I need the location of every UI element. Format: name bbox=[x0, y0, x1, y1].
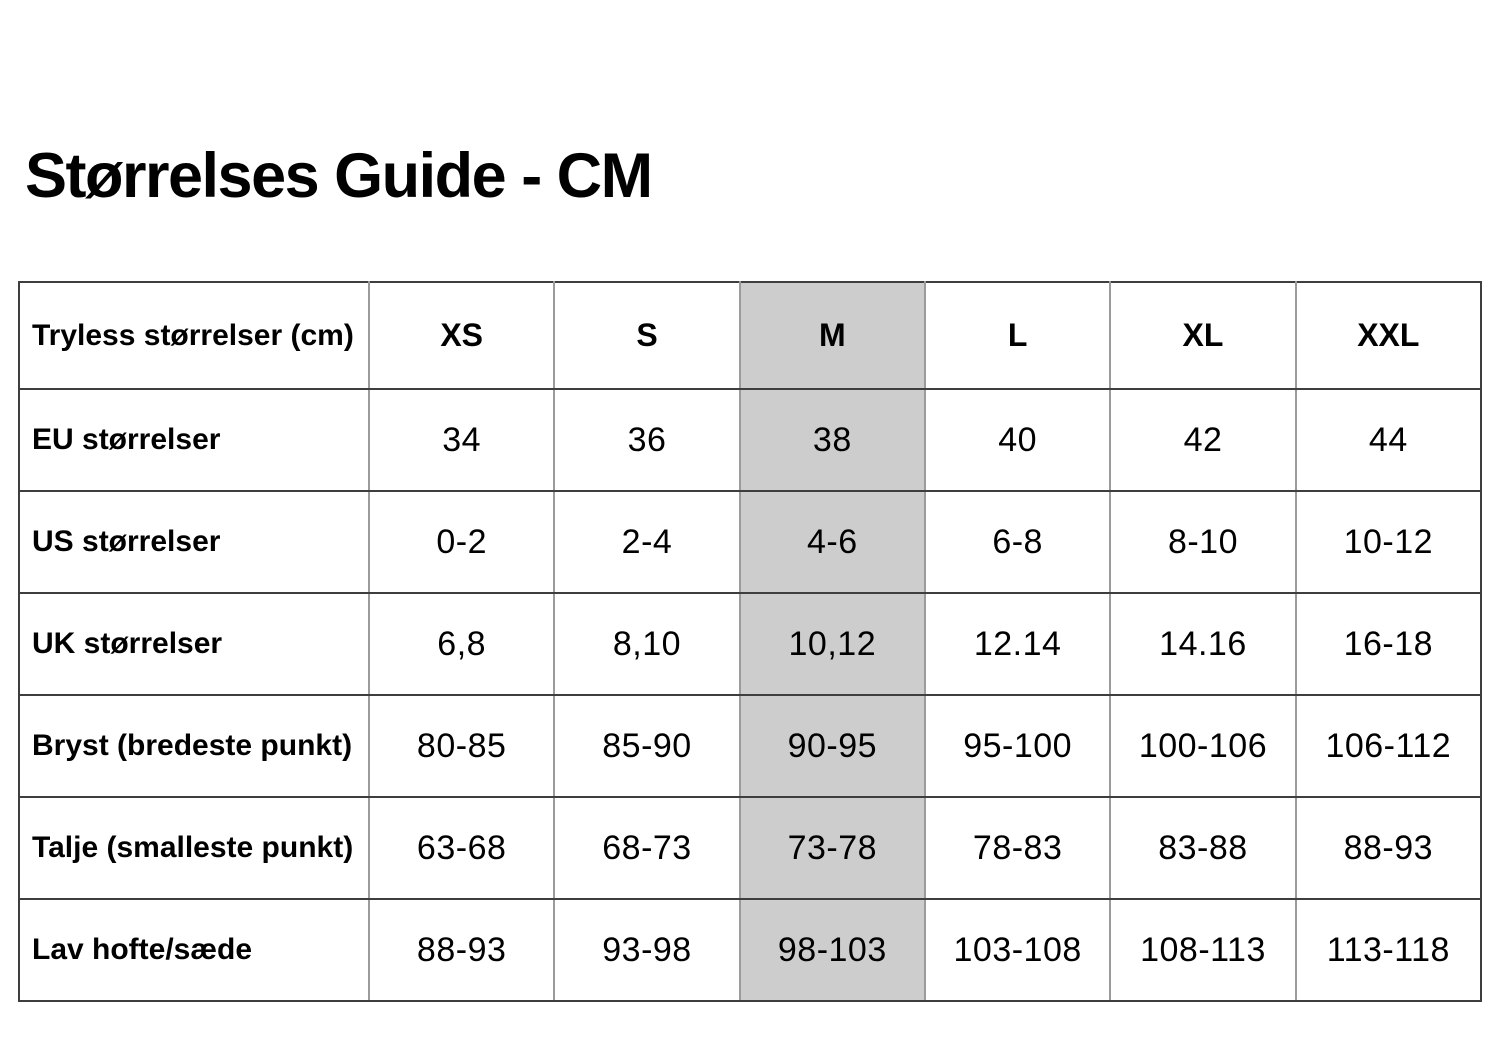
value-cell: 8-10 bbox=[1109, 490, 1297, 594]
value-cell: 98-103 bbox=[738, 898, 926, 1002]
header-row: Tryless størrelser (cm) XS S M L XL XXL bbox=[18, 281, 1483, 390]
table-body: EU størrelser 34 36 38 40 42 44 US størrelser 0-… bbox=[18, 388, 1483, 1002]
value-cell: 113-118 bbox=[1294, 898, 1483, 1002]
value-cell: 12.14 bbox=[923, 592, 1112, 696]
value-cell: 40 bbox=[923, 388, 1112, 492]
value-cell: 36 bbox=[553, 388, 741, 492]
header-corner-label: Tryless størrelser (cm) bbox=[18, 281, 370, 390]
table-row: Bryst (bredeste punkt) 80-85 85-90 90-95 95-… bbox=[18, 694, 1483, 798]
header-cell-xxl: XXL bbox=[1294, 281, 1483, 390]
value-cell: 42 bbox=[1109, 388, 1297, 492]
value-cell: 4-6 bbox=[738, 490, 926, 594]
value-cell: 63-68 bbox=[367, 796, 556, 900]
value-cell: 93-98 bbox=[553, 898, 741, 1002]
table-row: Talje (smalleste punkt) 63-68 68-73 73-78 78… bbox=[18, 796, 1483, 900]
value-cell: 106-112 bbox=[1294, 694, 1483, 798]
value-cell: 103-108 bbox=[923, 898, 1112, 1002]
value-cell: 2-4 bbox=[553, 490, 741, 594]
value-cell: 68-73 bbox=[553, 796, 741, 900]
size-guide-table: Tryless størrelser (cm) XS S M L XL XXL EU st… bbox=[18, 281, 1483, 1002]
value-cell: 108-113 bbox=[1109, 898, 1297, 1002]
row-label: US størrelser bbox=[18, 490, 370, 594]
value-cell: 78-83 bbox=[923, 796, 1112, 900]
value-cell: 16-18 bbox=[1294, 592, 1483, 696]
row-label: Talje (smalleste punkt) bbox=[18, 796, 370, 900]
header-cell-xs: XS bbox=[367, 281, 556, 390]
value-cell: 73-78 bbox=[738, 796, 926, 900]
row-label: Lav hofte/sæde bbox=[18, 898, 370, 1002]
value-cell: 8,10 bbox=[553, 592, 741, 696]
value-cell: 83-88 bbox=[1109, 796, 1297, 900]
value-cell: 6,8 bbox=[367, 592, 556, 696]
value-cell: 38 bbox=[738, 388, 926, 492]
value-cell: 6-8 bbox=[923, 490, 1112, 594]
value-cell: 10-12 bbox=[1294, 490, 1483, 594]
header-cell-l: L bbox=[923, 281, 1112, 390]
value-cell: 90-95 bbox=[738, 694, 926, 798]
row-label: EU størrelser bbox=[18, 388, 370, 492]
value-cell: 14.16 bbox=[1109, 592, 1297, 696]
table-row: EU størrelser 34 36 38 40 42 44 bbox=[18, 388, 1483, 492]
row-label: UK størrelser bbox=[18, 592, 370, 696]
table-row: UK størrelser 6,8 8,10 10,12 12.14 14.16 16-18 bbox=[18, 592, 1483, 696]
table-row: US størrelser 0-2 2-4 4-6 6-8 8-10 10-12 bbox=[18, 490, 1483, 594]
value-cell: 0-2 bbox=[367, 490, 556, 594]
table-row: Lav hofte/sæde 88-93 93-98 98-103 103-108 108… bbox=[18, 898, 1483, 1002]
value-cell: 95-100 bbox=[923, 694, 1112, 798]
value-cell: 10,12 bbox=[738, 592, 926, 696]
value-cell: 44 bbox=[1294, 388, 1483, 492]
header-cell-xl: XL bbox=[1109, 281, 1297, 390]
value-cell: 88-93 bbox=[367, 898, 556, 1002]
value-cell: 85-90 bbox=[553, 694, 741, 798]
header-cell-m: M bbox=[738, 281, 926, 390]
value-cell: 80-85 bbox=[367, 694, 556, 798]
value-cell: 34 bbox=[367, 388, 556, 492]
value-cell: 100-106 bbox=[1109, 694, 1297, 798]
page-title: Størrelses Guide - CM bbox=[25, 141, 653, 211]
value-cell: 88-93 bbox=[1294, 796, 1483, 900]
header-cell-s: S bbox=[553, 281, 741, 390]
row-label: Bryst (bredeste punkt) bbox=[18, 694, 370, 798]
